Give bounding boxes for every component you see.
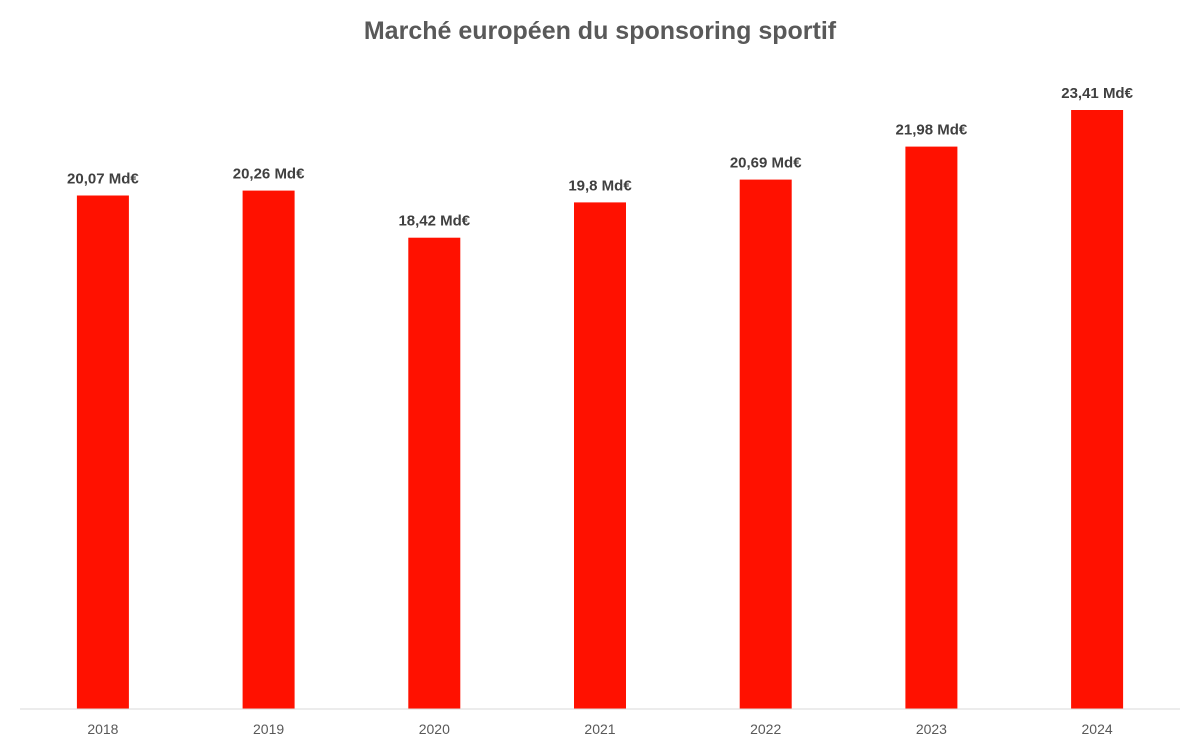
data-label-2020: 18,42 Md€ (398, 213, 470, 230)
bars-group (76, 110, 1124, 710)
bar-2020 (408, 237, 461, 709)
x-tick-label-2019: 2019 (253, 721, 284, 737)
data-labels-group: 20,07 Md€ 20,26 Md€ 18,42 Md€ 19,8 Md€ 20,69… (67, 85, 1134, 230)
x-tick-label-2020: 2020 (419, 721, 450, 737)
bar-2022 (739, 179, 792, 710)
data-label-2022: 20,69 Md€ (730, 155, 802, 172)
data-label-2018: 20,07 Md€ (67, 171, 139, 188)
bar-2019 (242, 190, 295, 710)
x-tick-label-2024: 2024 (1082, 721, 1113, 737)
x-tick-label-2023: 2023 (916, 721, 947, 737)
bar-2018 (76, 195, 129, 709)
chart-title: Marché européen du sponsoring sportif (364, 17, 837, 45)
x-tick-labels-group: 2018 2019 2020 2021 2022 2023 2024 (87, 721, 1113, 737)
data-label-2021: 19,8 Md€ (568, 177, 632, 194)
bar-2024 (1071, 110, 1124, 709)
x-tick-label-2022: 2022 (750, 721, 781, 737)
x-tick-label-2021: 2021 (584, 721, 615, 737)
x-tick-label-2018: 2018 (87, 721, 118, 737)
data-label-2024: 23,41 Md€ (1061, 85, 1133, 102)
data-label-2019: 20,26 Md€ (233, 166, 305, 183)
data-label-2023: 21,98 Md€ (896, 122, 968, 139)
bar-2021 (574, 202, 626, 709)
bar-2023 (905, 146, 958, 710)
